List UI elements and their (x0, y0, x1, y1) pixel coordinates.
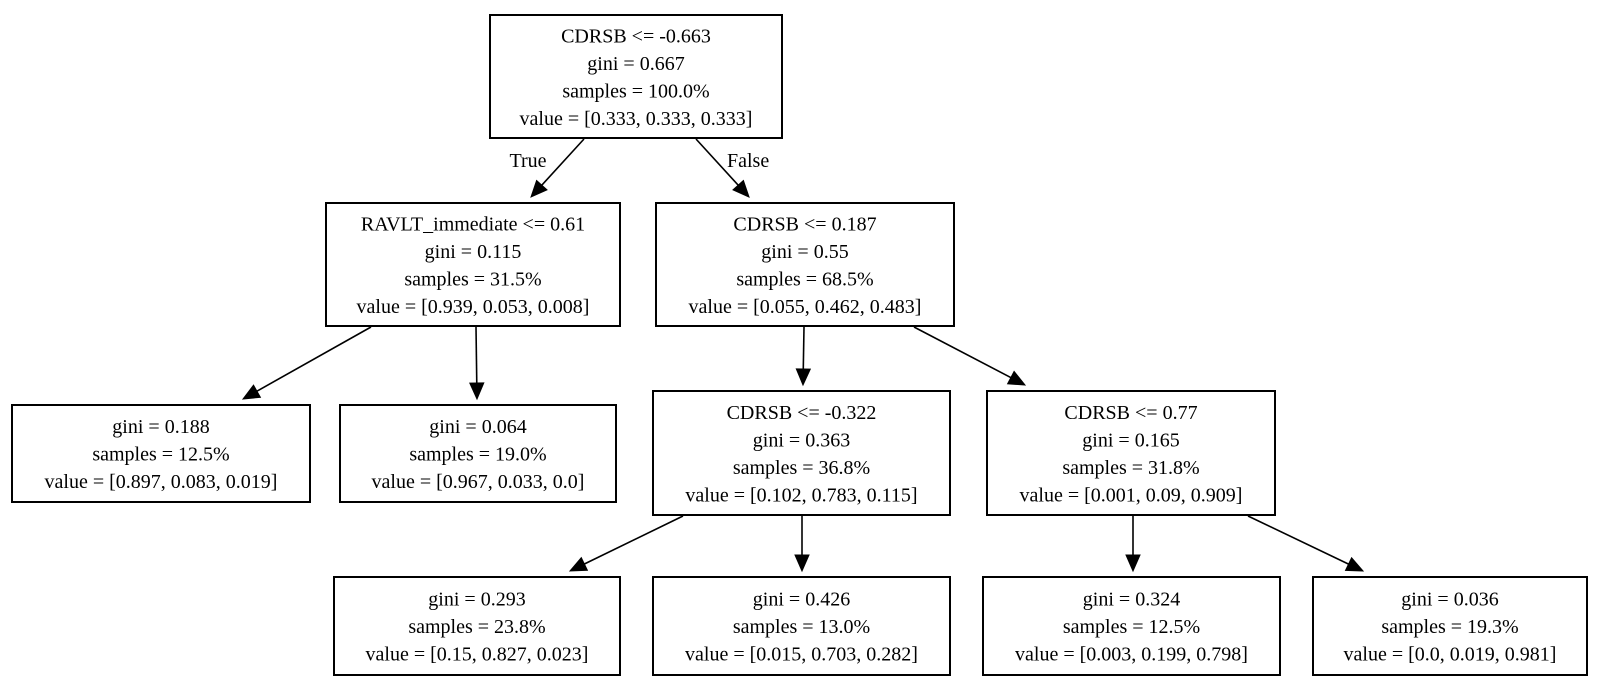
node-text-line: samples = 36.8% (733, 457, 870, 479)
node-text-line: samples = 12.5% (92, 444, 229, 466)
node-box (1312, 576, 1588, 676)
node-text-line: gini = 0.55 (761, 241, 848, 263)
node-text-line: samples = 68.5% (736, 268, 873, 290)
node-text-line: gini = 0.426 (753, 589, 850, 611)
arrowhead-icon (794, 554, 810, 573)
node-text-line: gini = 0.165 (1082, 429, 1179, 451)
node-text-line: CDRSB <= -0.322 (727, 402, 877, 424)
edge-line (802, 326, 805, 370)
edge-line (541, 138, 585, 186)
edge-line (256, 326, 372, 392)
tree-node-n8: gini = 0.426 samples = 13.0% value = [0.01… (652, 576, 951, 676)
edge-label-true: True (509, 150, 546, 172)
node-text-line: gini = 0.363 (753, 429, 850, 451)
tree-node-n3: gini = 0.188 samples = 12.5% value = [0.89… (11, 404, 311, 503)
node-text-line: value = [0.015, 0.703, 0.282] (685, 644, 918, 666)
tree-node-n0: CDRSB <= -0.663 gini = 0.667 samples = 100… (489, 14, 783, 139)
edge-line (475, 326, 478, 384)
node-text-line: gini = 0.036 (1401, 589, 1498, 611)
arrowhead-icon (568, 556, 589, 572)
arrowhead-icon (1006, 370, 1027, 386)
arrowhead-icon (732, 179, 750, 198)
node-text-line: value = [0.15, 0.827, 0.023] (366, 644, 589, 666)
node-text-line: gini = 0.064 (429, 416, 526, 438)
node-text-line: samples = 13.0% (733, 616, 870, 638)
node-box (489, 14, 783, 139)
edge-n0-n2: False (695, 138, 769, 198)
edges-layer: True False (241, 138, 1365, 573)
node-box (333, 576, 621, 676)
edge-n5-n8 (794, 516, 810, 573)
edge-line (913, 326, 1012, 379)
node-text-line: value = [0.001, 0.09, 0.909] (1020, 484, 1243, 506)
node-text-line: gini = 0.667 (587, 53, 684, 75)
node-text-line: value = [0.102, 0.783, 0.115] (685, 484, 917, 506)
node-text-line: value = [0.003, 0.199, 0.798] (1015, 644, 1248, 666)
node-text-line: gini = 0.115 (425, 241, 522, 263)
node-text-line: value = [0.967, 0.033, 0.0] (372, 471, 585, 493)
node-box (11, 404, 311, 503)
edge-n6-n9 (1125, 516, 1141, 573)
edge-label-false: False (727, 150, 769, 172)
arrowhead-icon (530, 179, 548, 198)
node-box (986, 390, 1276, 516)
node-box (982, 576, 1281, 676)
node-text-line: samples = 19.0% (409, 444, 546, 466)
node-text-line: value = [0.939, 0.053, 0.008] (357, 296, 590, 318)
tree-node-n1: RAVLT_immediate <= 0.61 gini = 0.115 sampl… (325, 202, 621, 327)
node-text-line: gini = 0.188 (112, 416, 209, 438)
node-text-line: value = [0.333, 0.333, 0.333] (520, 108, 753, 130)
node-text-line: CDRSB <= 0.77 (1064, 402, 1197, 424)
edge-n6-n10 (1247, 515, 1365, 572)
node-text-line: value = [0.055, 0.462, 0.483] (689, 296, 922, 318)
node-text-line: value = [0.0, 0.019, 0.981] (1344, 644, 1557, 666)
node-text-line: gini = 0.293 (428, 589, 525, 611)
edge-line (584, 515, 684, 565)
edge-n1-n4 (469, 326, 485, 401)
edge-n1-n3 (241, 326, 372, 400)
tree-node-n10: gini = 0.036 samples = 19.3% value = [0.0,… (1312, 576, 1588, 676)
edge-line (1247, 515, 1349, 565)
node-box (652, 576, 951, 676)
arrowhead-icon (469, 382, 485, 401)
node-text-line: samples = 31.8% (1062, 457, 1199, 479)
node-text-line: CDRSB <= -0.663 (561, 25, 711, 47)
node-text-line: samples = 31.5% (404, 268, 541, 290)
node-text-line: samples = 12.5% (1063, 616, 1200, 638)
node-text-line: samples = 19.3% (1381, 616, 1518, 638)
node-text-line: samples = 23.8% (408, 616, 545, 638)
tree-node-n7: gini = 0.293 samples = 23.8% value = [0.15… (333, 576, 621, 676)
nodes-layer: CDRSB <= -0.663 gini = 0.667 samples = 100… (11, 14, 1588, 676)
node-text-line: samples = 100.0% (562, 80, 709, 102)
tree-node-n5: CDRSB <= -0.322 gini = 0.363 samples = 36.… (652, 390, 951, 516)
node-box (325, 202, 621, 327)
node-box (655, 202, 955, 327)
tree-node-n2: CDRSB <= 0.187 gini = 0.55 samples = 68.5%… (655, 202, 955, 327)
arrowhead-icon (1344, 556, 1365, 572)
arrowhead-icon (241, 384, 262, 400)
node-text-line: value = [0.897, 0.083, 0.019] (45, 471, 278, 493)
edge-n2-n6 (913, 326, 1027, 386)
edge-line (695, 138, 739, 186)
arrowhead-icon (795, 368, 812, 387)
node-text-line: gini = 0.324 (1083, 589, 1180, 611)
edge-n0-n1: True (509, 138, 585, 198)
edge-n5-n7 (568, 515, 684, 572)
edge-n2-n5 (795, 326, 812, 387)
node-box (652, 390, 951, 516)
tree-node-n4: gini = 0.064 samples = 19.0% value = [0.96… (339, 404, 617, 503)
tree-node-n9: gini = 0.324 samples = 12.5% value = [0.00… (982, 576, 1281, 676)
tree-node-n6: CDRSB <= 0.77 gini = 0.165 samples = 31.8%… (986, 390, 1276, 516)
node-box (339, 404, 617, 503)
node-text-line: RAVLT_immediate <= 0.61 (361, 213, 585, 235)
node-text-line: CDRSB <= 0.187 (733, 213, 876, 235)
arrowhead-icon (1125, 554, 1141, 573)
